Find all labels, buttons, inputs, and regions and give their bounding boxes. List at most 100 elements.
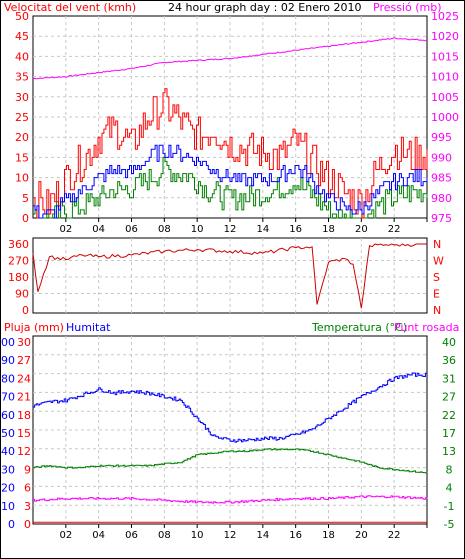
pressure-tick-label: 1010 — [431, 71, 459, 84]
x-tick-label: 18 — [322, 530, 335, 541]
compass-label: S — [433, 271, 440, 284]
pressure-tick-label: 980 — [431, 192, 452, 205]
wind-tick-label: 0 — [22, 212, 29, 225]
x-tick-label: 14 — [256, 530, 269, 541]
wind-x-axis: 02 04 06 08 10 12 14 16 18 20 22 — [59, 218, 428, 235]
temperature-tick-label: 31 — [442, 372, 456, 385]
x-tick-label: 06 — [125, 224, 138, 235]
chart-title: 24 hour graph day : 02 Enero 2010 — [168, 1, 362, 14]
dew-point-label: Punt rosada — [394, 321, 459, 334]
rain-tick-label: 24 — [17, 372, 31, 385]
pressure-tick-label: 1015 — [431, 50, 459, 63]
x-tick-label: 08 — [158, 224, 171, 235]
x-tick-label: 02 — [59, 224, 72, 235]
wind-pressure-panel: Velocitat del vent (kmh) 24 hour graph d… — [4, 1, 459, 235]
wind-tick-label: 30 — [15, 91, 29, 104]
pressure-tick-label: 1005 — [431, 91, 459, 104]
x-tick-label: 18 — [322, 224, 335, 235]
humidity-temperature-panel: Pluja (mm) Humitat Temperatura (°C) Punt… — [0, 321, 459, 541]
rain-tick-label: 9 — [24, 463, 31, 476]
temperature-tick-label: 22 — [442, 409, 456, 422]
humidity-tick-label: 10 — [1, 500, 15, 513]
wind-tick-label: 15 — [15, 151, 29, 164]
humidity-tick-label: 0 — [8, 518, 15, 531]
humidity-tick-label: 70 — [1, 391, 15, 404]
rain-tick-label: 6 — [24, 482, 31, 495]
wind-tick-label: 10 — [15, 172, 29, 185]
rain-tick-label: 0 — [24, 518, 31, 531]
humidity-grid — [33, 336, 427, 524]
pressure-tick-label: 1025 — [431, 10, 459, 23]
wind-speed-label: Velocitat del vent (kmh) — [4, 1, 136, 14]
wind-gust-line — [33, 88, 428, 219]
dew-point-line — [33, 495, 428, 504]
temperature-tick-label: -5 — [444, 518, 455, 531]
wind-tick-label: 20 — [15, 131, 29, 144]
direction-tick-label: 0 — [22, 304, 29, 317]
direction-series — [32, 243, 427, 309]
temperature-y-axis: -5 -1 4 8 13 17 22 27 31 36 40 — [442, 336, 456, 531]
wind-tick-label: 40 — [15, 50, 29, 63]
direction-tick-label: 90 — [15, 288, 29, 301]
x-tick-label: 06 — [125, 530, 138, 541]
pressure-line — [32, 37, 427, 80]
compass-label: N — [433, 238, 441, 251]
compass-label: W — [433, 255, 444, 268]
compass-label: N — [433, 304, 441, 317]
direction-y-axis-left: 360 270 180 90 0 — [8, 238, 29, 317]
x-tick-label: 02 — [59, 530, 72, 541]
temperature-label: Temperatura (°C) — [311, 321, 407, 334]
x-tick-label: 14 — [256, 224, 269, 235]
humidity-tick-label: 90 — [1, 354, 15, 367]
humidity-tick-label: 30 — [1, 463, 15, 476]
humidity-tick-label: 100 — [0, 336, 15, 349]
direction-tick-label: 360 — [8, 238, 29, 251]
rain-tick-label: 27 — [17, 354, 31, 367]
humidity-series — [33, 372, 428, 523]
humidity-x-axis: 02 04 06 08 10 12 14 16 18 20 22 — [59, 524, 428, 541]
temperature-line — [33, 448, 428, 474]
wind-grid — [33, 16, 427, 218]
x-tick-label: 16 — [289, 530, 302, 541]
humidity-tick-label: 40 — [1, 445, 15, 458]
x-tick-label: 22 — [388, 530, 401, 541]
pressure-tick-label: 985 — [431, 172, 452, 185]
x-tick-label: 20 — [355, 530, 368, 541]
rain-label: Pluja (mm) — [4, 321, 64, 334]
pressure-tick-label: 990 — [431, 151, 452, 164]
wind-tick-label: 50 — [15, 10, 29, 23]
x-tick-label: 04 — [92, 530, 105, 541]
temperature-tick-label: -1 — [444, 500, 455, 513]
direction-line — [32, 243, 427, 309]
x-tick-label: 20 — [355, 224, 368, 235]
x-tick-label: 12 — [224, 224, 237, 235]
rain-tick-label: 18 — [17, 409, 31, 422]
temperature-tick-label: 40 — [442, 336, 456, 349]
pressure-tick-label: 1020 — [431, 30, 459, 43]
pressure-tick-label: 975 — [431, 212, 452, 225]
x-tick-label: 16 — [289, 224, 302, 235]
temperature-tick-label: 27 — [442, 391, 456, 404]
rain-tick-label: 15 — [17, 427, 31, 440]
humidity-tick-label: 80 — [1, 372, 15, 385]
rain-tick-label: 3 — [24, 500, 31, 513]
pressure-tick-label: 1000 — [431, 111, 459, 124]
wind-series — [32, 37, 428, 219]
wind-avg-line — [33, 144, 428, 219]
x-tick-label: 10 — [191, 224, 204, 235]
x-tick-label: 10 — [191, 530, 204, 541]
x-tick-label: 12 — [224, 530, 237, 541]
temperature-tick-label: 17 — [442, 427, 456, 440]
wind-tick-label: 25 — [15, 111, 29, 124]
temperature-tick-label: 4 — [446, 482, 453, 495]
rain-tick-label: 21 — [17, 391, 31, 404]
pressure-y-axis-right: 975 980 985 990 995 1000 1005 1010 1015 1020 1025 — [431, 10, 459, 225]
wind-tick-label: 45 — [15, 30, 29, 43]
temperature-tick-label: 8 — [446, 463, 453, 476]
x-tick-label: 08 — [158, 530, 171, 541]
humidity-tick-label: 60 — [1, 409, 15, 422]
humidity-tick-label: 20 — [1, 482, 15, 495]
